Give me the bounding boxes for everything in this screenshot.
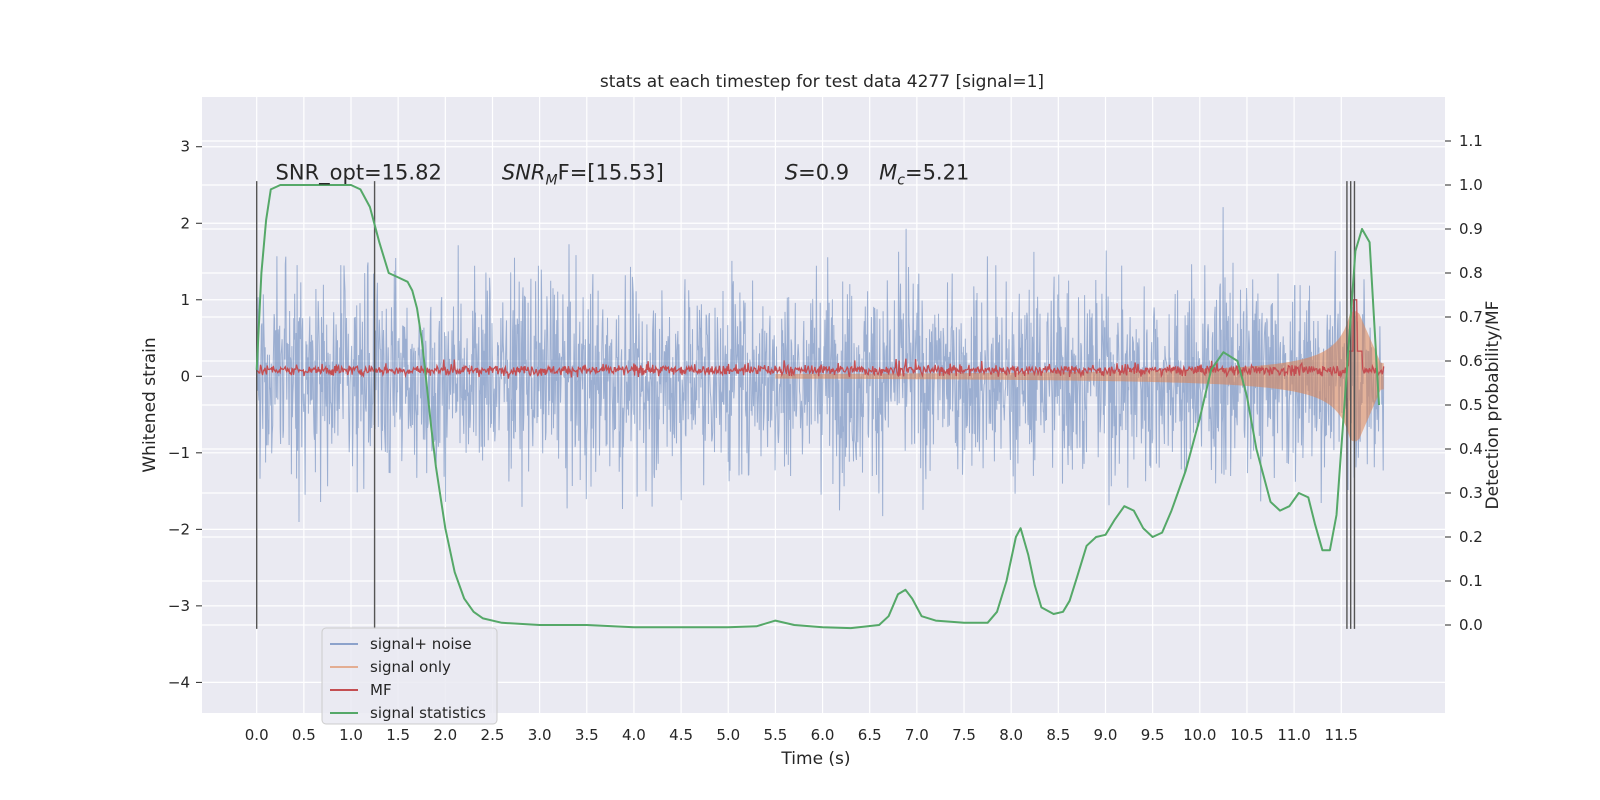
x-tick-label: 1.5 — [386, 726, 410, 744]
x-tick-label: 3.5 — [575, 726, 599, 744]
y2-tick-label: 0.4 — [1459, 440, 1483, 458]
y2-tick-label: 0.3 — [1459, 484, 1483, 502]
y-tick-label: −1 — [168, 444, 190, 462]
y2-tick-label: 1.0 — [1459, 176, 1483, 194]
legend: signal+ noise signal only MF signal statist… — [321, 627, 498, 725]
annotation-snr-mf: SNRMF=[15.53] — [502, 160, 664, 188]
x-tick-label: 5.0 — [716, 726, 740, 744]
y2-tick-label: 0.7 — [1459, 308, 1483, 326]
x-tick-label: 0.5 — [292, 726, 316, 744]
x-axis-label: Time (s) — [780, 749, 850, 769]
x-tick-label: 6.0 — [811, 726, 835, 744]
x-tick-label: 0.0 — [245, 726, 269, 744]
y-tick-label: −3 — [168, 597, 190, 615]
series-signal-noise — [256, 207, 1385, 523]
annotation-mc: Mc=5.21 — [879, 160, 969, 188]
chart-title: stats at each timestep for test data 427… — [600, 72, 1044, 92]
x-tick-label: 10.5 — [1230, 726, 1263, 744]
x-tick-label: 8.0 — [999, 726, 1023, 744]
y-axis-label: Whitened strain — [140, 337, 160, 472]
legend-label: signal+ noise — [370, 635, 472, 653]
y-tick-label: 0 — [180, 367, 190, 385]
legend-label: signal only — [370, 658, 451, 676]
x-tick-label: 1.0 — [339, 726, 363, 744]
legend-box — [321, 627, 498, 725]
y-tick-label: 3 — [180, 138, 190, 156]
x-tick-label: 9.5 — [1141, 726, 1165, 744]
series-signal-statistics — [255, 184, 1380, 630]
x-tick-label: 4.0 — [622, 726, 646, 744]
y2-tick-label: 0.5 — [1459, 396, 1483, 414]
series-signal-only — [775, 311, 1384, 442]
y-tick-label: 2 — [180, 214, 190, 232]
y2-tick-label: 1.1 — [1459, 132, 1483, 150]
x-tick-label: 9.0 — [1094, 726, 1118, 744]
y2-tick-label: 0.0 — [1459, 616, 1483, 634]
x-tick-label: 8.5 — [1046, 726, 1070, 744]
x-tick-label: 5.5 — [763, 726, 787, 744]
y2-tick-label: 0.1 — [1459, 572, 1483, 590]
y2-tick-label: 0.8 — [1459, 264, 1483, 282]
annotation-snr-opt: SNR_opt=15.82 — [276, 160, 442, 185]
x-tick-label: 2.0 — [433, 726, 457, 744]
x-tick-label: 4.5 — [669, 726, 693, 744]
y2-tick-label: 0.2 — [1459, 528, 1483, 546]
y-tick-label: −2 — [168, 520, 190, 538]
y2-tick-label: 0.9 — [1459, 220, 1483, 238]
annotation-s: S=0.9 — [785, 160, 849, 184]
y2-tick-label: 0.6 — [1459, 352, 1483, 370]
x-tick-label: 6.5 — [858, 726, 882, 744]
x-tick-label: 10.0 — [1183, 726, 1216, 744]
x-tick-label: 11.0 — [1277, 726, 1310, 744]
series-mf — [256, 299, 1385, 379]
x-tick-label: 11.5 — [1325, 726, 1358, 744]
x-tick-label: 7.0 — [905, 726, 929, 744]
legend-label: MF — [370, 681, 392, 699]
x-tick-label: 3.0 — [528, 726, 552, 744]
y-tick-label: −4 — [168, 673, 190, 691]
legend-label: signal statistics — [370, 704, 486, 722]
y-tick-label: 1 — [180, 291, 190, 309]
y2-axis-label: Detection probability/MF — [1483, 301, 1503, 510]
x-tick-label: 7.5 — [952, 726, 976, 744]
x-tick-label: 2.5 — [481, 726, 505, 744]
